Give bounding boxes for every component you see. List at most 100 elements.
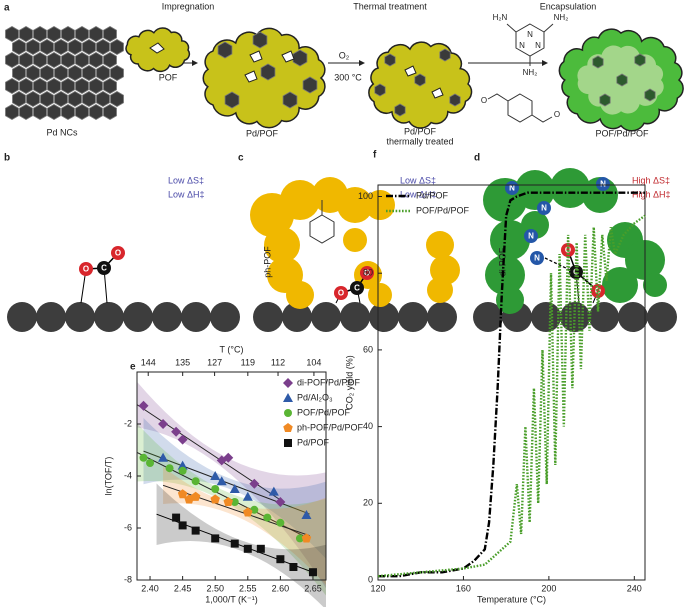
atom-label: N xyxy=(519,41,525,50)
atom xyxy=(350,281,364,295)
pd-nanocrystal xyxy=(40,91,54,107)
x-tick-label: 160 xyxy=(456,583,471,593)
pd-nanocrystal xyxy=(439,48,451,62)
confidence-band xyxy=(163,466,326,585)
pd-nanocrystal xyxy=(592,55,604,69)
amine xyxy=(537,201,551,215)
marker xyxy=(308,568,317,577)
pd-nanocrystal xyxy=(394,103,406,117)
marker xyxy=(191,477,200,486)
pd-nanocrystal xyxy=(292,49,308,67)
fit-line xyxy=(136,451,304,537)
y-tick-label: 100 xyxy=(358,191,373,201)
sample-label: thermally treated xyxy=(386,136,453,146)
pd-nanocrystal xyxy=(414,73,426,87)
pd-nanocrystal xyxy=(33,104,47,120)
pd-nanocrystal xyxy=(96,91,110,107)
marker xyxy=(178,466,187,475)
marker xyxy=(243,544,252,553)
marker xyxy=(146,459,155,467)
marker xyxy=(276,555,285,564)
pd-nanocrystal xyxy=(96,65,110,81)
atom-label: C xyxy=(354,284,360,293)
atom-label: H₂N xyxy=(493,13,508,22)
polymer-blob xyxy=(643,273,667,297)
pd-nanocrystal xyxy=(96,39,110,55)
arrow-head xyxy=(542,60,548,66)
marker xyxy=(171,426,182,437)
polymer-blob xyxy=(337,187,373,223)
atom-label: O xyxy=(83,265,89,274)
marker xyxy=(249,478,260,489)
pd-nanocrystal xyxy=(75,78,89,94)
x-tick-label: 200 xyxy=(541,583,556,593)
marker xyxy=(275,497,286,507)
marker xyxy=(191,526,200,535)
panel-label: d xyxy=(474,153,480,164)
y-axis-title: ln(TOF/T) xyxy=(103,457,113,496)
pd-nanocrystal xyxy=(89,104,103,120)
pd-atom xyxy=(369,302,399,332)
bond xyxy=(506,23,517,33)
pd-nanocrystal xyxy=(103,26,117,42)
polymer-blob xyxy=(490,220,530,260)
legend-label: Pd/POF xyxy=(416,190,449,200)
x-tick-label: 2.45 xyxy=(174,583,192,593)
pd-nanocrystal xyxy=(75,26,89,42)
atom-label: O xyxy=(364,269,370,278)
marker xyxy=(295,534,304,543)
marker xyxy=(216,476,227,486)
pd-atom xyxy=(36,302,66,332)
pd-nanocrystal xyxy=(12,65,26,81)
benzene-ring xyxy=(507,93,533,123)
polymer-blob xyxy=(485,255,525,295)
marker xyxy=(283,393,293,402)
legend-label: POF/Pd/POF xyxy=(416,205,470,215)
pd-nanocrystal xyxy=(89,26,103,42)
x2-axis-title: T (°C) xyxy=(220,344,244,354)
atom-label: N xyxy=(509,184,515,193)
y-tick-label: -6 xyxy=(124,522,132,532)
pd-nanocrystal xyxy=(302,76,318,94)
arrow-head xyxy=(359,60,365,66)
phenyl-ring xyxy=(309,214,335,244)
legend-label: di-POF/Pd/POF xyxy=(297,377,361,387)
pd-nanocrystal xyxy=(54,91,68,107)
y-tick-label: 40 xyxy=(363,421,373,431)
marker xyxy=(230,498,239,506)
marker xyxy=(210,471,221,480)
atom xyxy=(79,262,93,276)
marker xyxy=(190,491,201,501)
pd-nanocrystal xyxy=(26,65,40,81)
pd-nanocrystal xyxy=(644,88,656,102)
pd-nanocrystal xyxy=(47,78,61,94)
pore xyxy=(431,87,444,99)
pd-nanocrystal xyxy=(110,39,124,55)
arrow-label: O₂ xyxy=(339,50,350,60)
pd-nanocrystal xyxy=(252,31,268,49)
marker xyxy=(165,464,174,473)
pd-nanocrystal xyxy=(33,78,47,94)
pd-nanocrystal xyxy=(68,39,82,55)
pd-nanocrystal xyxy=(47,104,61,120)
pd-nanocrystal xyxy=(82,39,96,55)
polymer-blob xyxy=(280,180,320,220)
pd-atom xyxy=(282,302,312,332)
pd-nanocrystal xyxy=(19,78,33,94)
pd-nanocrystal xyxy=(89,78,103,94)
atom-label: N xyxy=(528,232,534,241)
pd-nanocrystal xyxy=(47,52,61,68)
atom-label: O xyxy=(338,289,344,298)
atom-label: N xyxy=(527,30,533,39)
x-tick-label: 2.55 xyxy=(239,583,257,593)
pd-nanocrystal xyxy=(616,73,628,87)
series-line xyxy=(378,191,645,578)
marker xyxy=(223,497,233,507)
polymer-blob xyxy=(427,277,453,303)
polymer-blob xyxy=(368,283,392,307)
atom xyxy=(360,266,374,280)
pd-nanocrystal xyxy=(68,91,82,107)
marker xyxy=(250,505,259,514)
x-axis-title: 1,000/T (K⁻¹) xyxy=(205,594,258,604)
